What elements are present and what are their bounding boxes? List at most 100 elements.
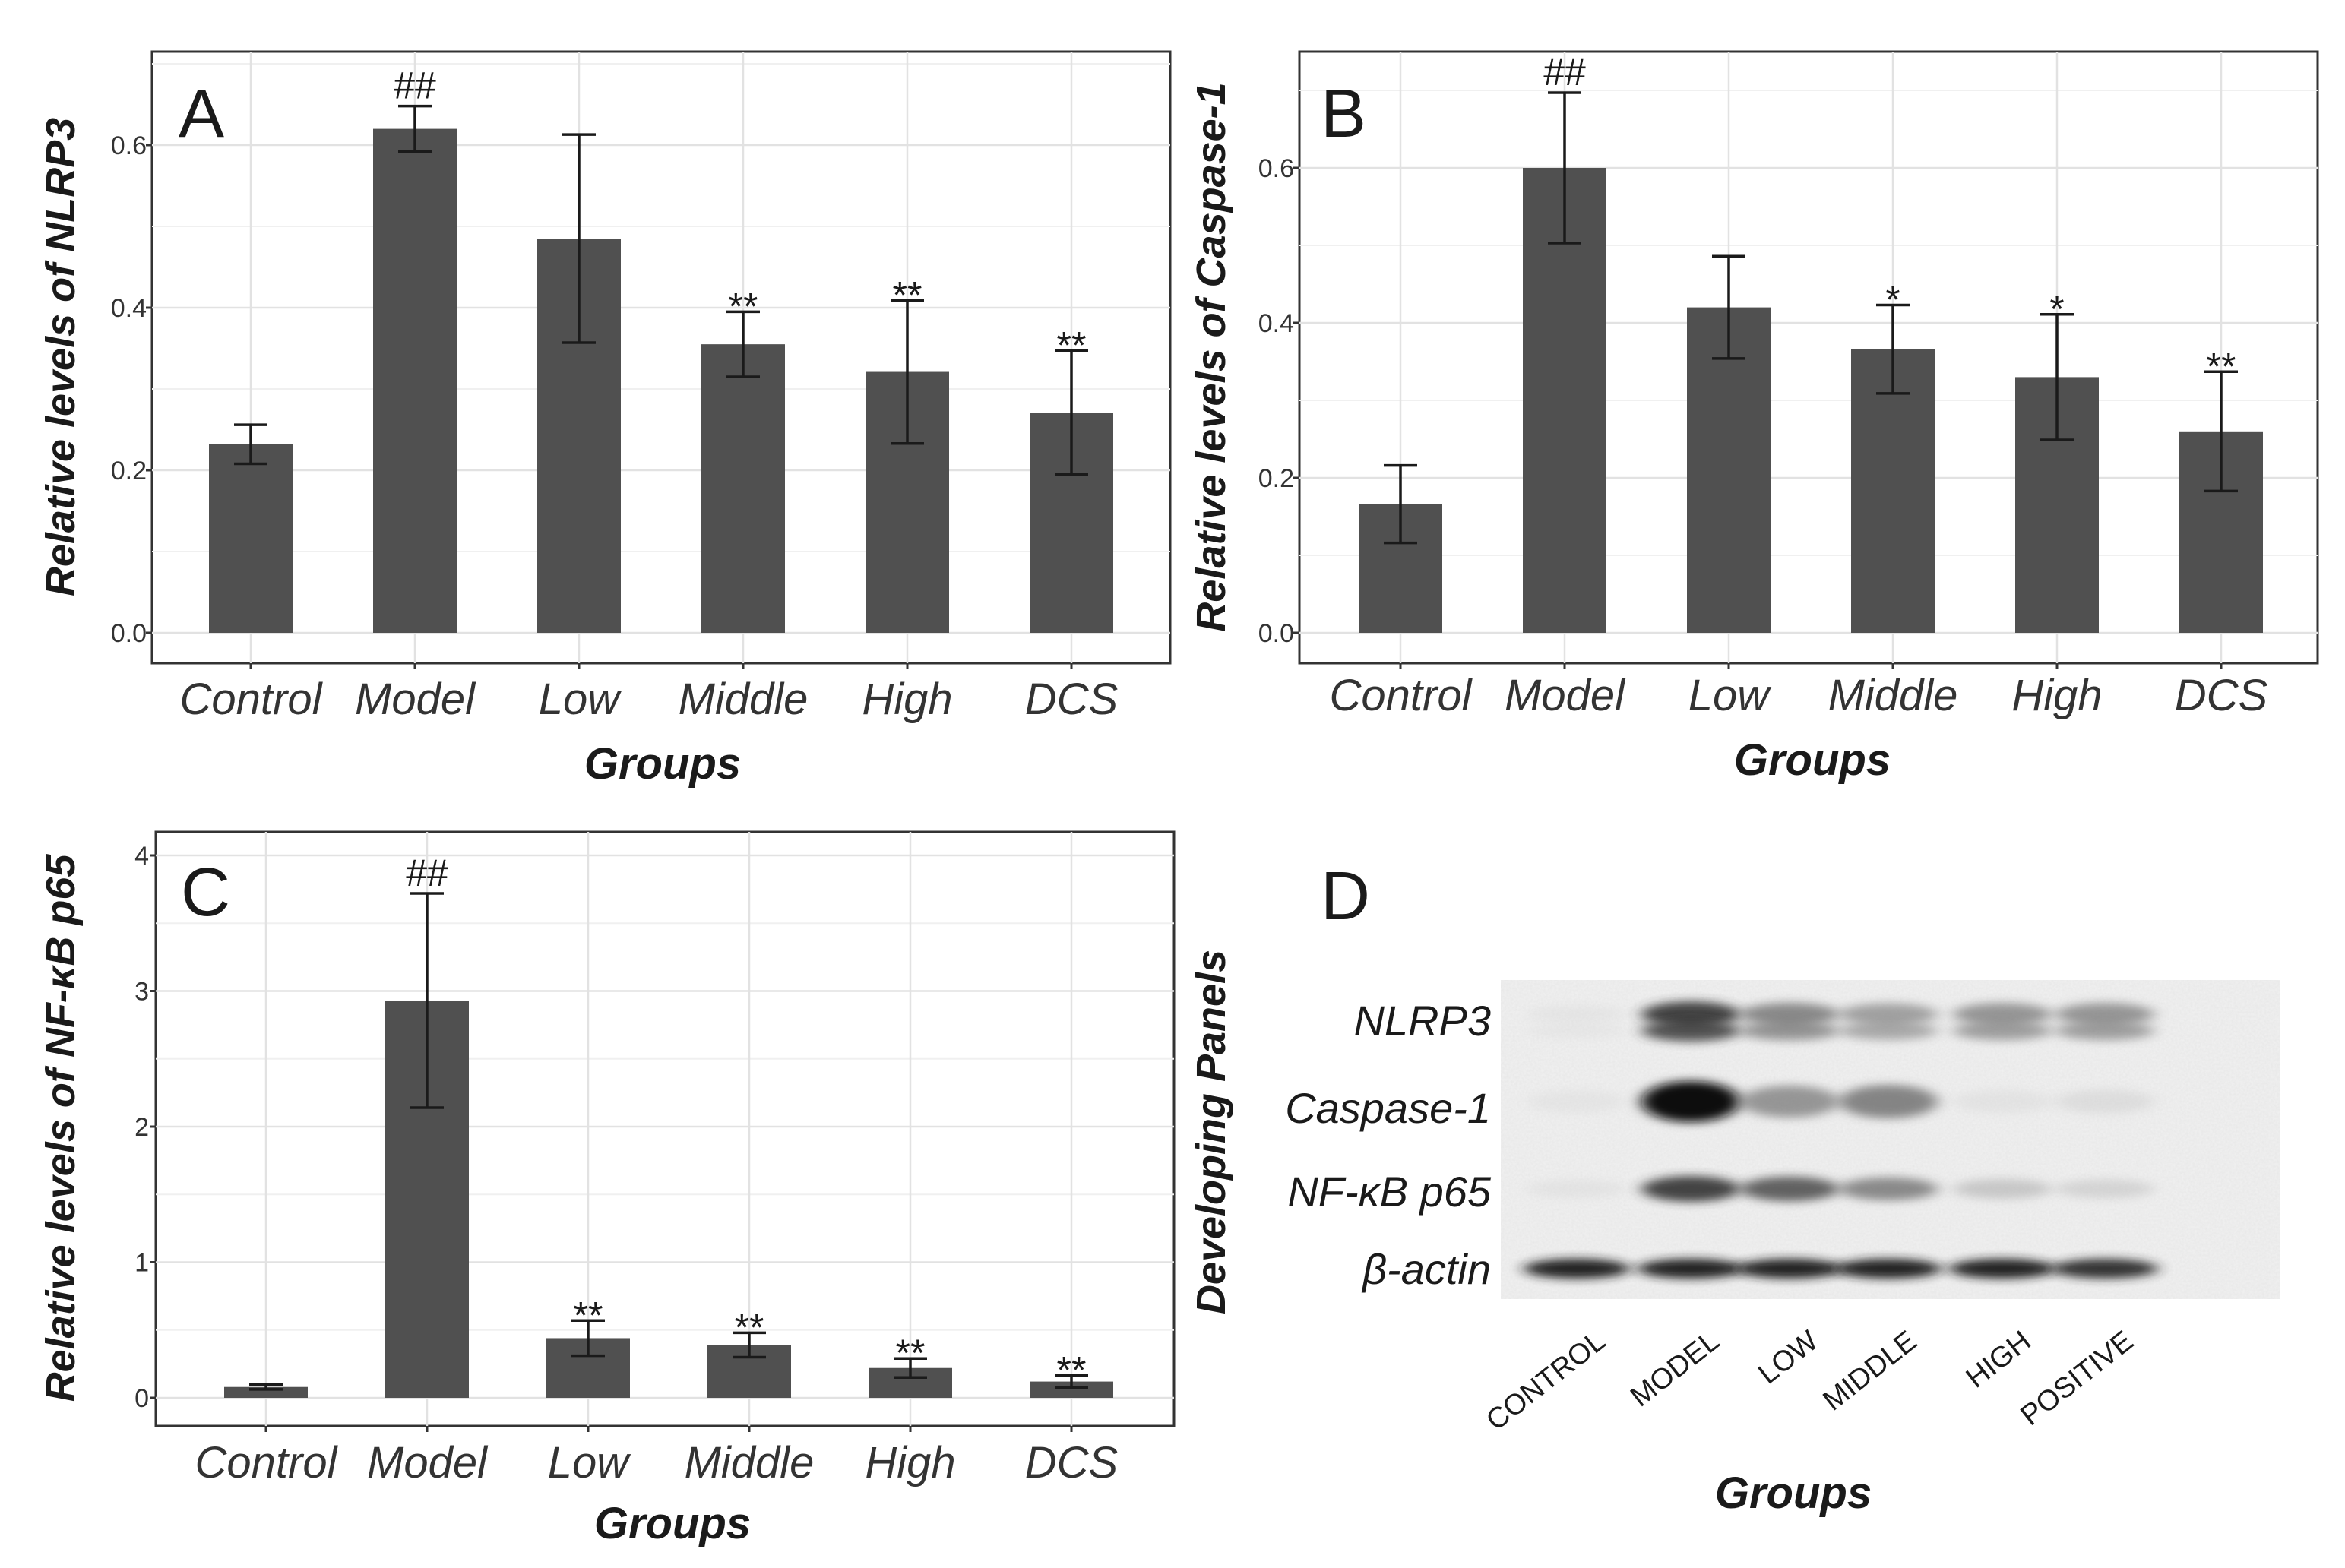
blot-row-label: Caspase-1 bbox=[1285, 1084, 1491, 1132]
significance-mark: ** bbox=[2207, 345, 2236, 387]
y-tick-label: 0.0 bbox=[111, 619, 147, 648]
y-tick-label: 0.4 bbox=[1258, 309, 1294, 338]
blot-band bbox=[1641, 1081, 1740, 1122]
panel-d-y-title: Developing Panels bbox=[1188, 950, 1234, 1314]
blot-band bbox=[1953, 1021, 2052, 1041]
y-tick-label: 3 bbox=[134, 978, 149, 1007]
panel-a-frame bbox=[150, 50, 1172, 665]
blot-row-label: NF-κB p65 bbox=[1287, 1168, 1491, 1216]
x-tick-label: Model bbox=[1505, 671, 1626, 720]
blot-lane-label: LOW bbox=[1752, 1325, 1824, 1390]
x-tick-label: DCS bbox=[1025, 675, 1119, 724]
significance-mark: ** bbox=[893, 273, 922, 316]
significance-mark: ## bbox=[394, 65, 436, 107]
y-tick-label: 2 bbox=[134, 1113, 149, 1142]
significance-mark: * bbox=[1885, 279, 1900, 321]
x-tick-label: Low bbox=[539, 675, 622, 724]
blot-band bbox=[1527, 1180, 1626, 1198]
bar-middle bbox=[701, 344, 785, 633]
blot-band bbox=[1641, 1020, 1740, 1042]
panel-c: 0 1 2 3 4 Control ## Model ** Low ** Middle ** High *… bbox=[38, 830, 1176, 1548]
x-tick-label: High bbox=[2011, 671, 2102, 720]
panel-d-x-title: Groups bbox=[1715, 1468, 1872, 1518]
blot-band bbox=[2052, 1259, 2158, 1279]
significance-mark: ## bbox=[1543, 51, 1586, 93]
panel-a-y-title: Relative levels of NLRP3 bbox=[38, 118, 84, 596]
y-tick-label: 1 bbox=[134, 1249, 149, 1278]
panel-c-frame bbox=[154, 830, 1176, 1427]
blot-lane-label: MIDDLE bbox=[1818, 1325, 1923, 1417]
blot-lane-label: MODEL bbox=[1625, 1325, 1725, 1413]
blot-band bbox=[1638, 1259, 1744, 1279]
x-tick-label: Middle bbox=[679, 675, 809, 724]
blot-band bbox=[1527, 1089, 1626, 1114]
x-tick-label: Model bbox=[355, 675, 476, 724]
blot-band bbox=[2055, 1179, 2154, 1199]
panel-c-label: C bbox=[181, 855, 230, 931]
y-tick-label: 0.2 bbox=[1258, 464, 1294, 493]
x-tick-label: DCS bbox=[1025, 1438, 1119, 1487]
blot-lane-label: HIGH bbox=[1960, 1325, 2037, 1395]
panel-b: 0.0 0.2 0.4 0.6 Control ## Model Low * Middle * Hi… bbox=[1188, 50, 2319, 785]
panel-d: D Developing Panels Groups NLRP3 Caspase-… bbox=[1188, 858, 2280, 1518]
significance-mark: ** bbox=[729, 285, 758, 327]
y-tick-label: 0 bbox=[134, 1384, 149, 1413]
blot-band bbox=[1839, 1003, 1938, 1026]
blot-lane-label: CONTROL bbox=[1480, 1325, 1611, 1437]
blot-band bbox=[1839, 1084, 1938, 1119]
panel-b-x-title: Groups bbox=[1734, 735, 1891, 785]
bar-model bbox=[1523, 168, 1606, 633]
y-tick-label: 0.6 bbox=[111, 131, 147, 160]
panel-a-label: A bbox=[179, 76, 224, 152]
x-tick-label: Control bbox=[1330, 671, 1473, 720]
blot-band bbox=[1835, 1259, 1942, 1279]
panel-a-x-title: Groups bbox=[584, 739, 741, 789]
panel-b-grid: 0.0 0.2 0.4 0.6 bbox=[1258, 52, 2318, 663]
x-tick-label: Model bbox=[367, 1438, 489, 1487]
bar-dcs bbox=[1030, 1381, 1113, 1398]
bar-control bbox=[209, 444, 293, 633]
blot-row-label: β-actin bbox=[1361, 1245, 1491, 1293]
blot-band bbox=[1949, 1259, 2055, 1279]
x-tick-label: Control bbox=[195, 1438, 339, 1487]
y-tick-label: 0.6 bbox=[1258, 154, 1294, 183]
blot-band bbox=[1740, 1021, 1839, 1041]
y-tick-label: 0.2 bbox=[111, 457, 147, 485]
panel-c-grid: 0 1 2 3 4 bbox=[134, 832, 1174, 1426]
blot-band bbox=[1641, 1001, 1740, 1027]
panel-c-bars: Control ## Model ** Low ** Middle ** High ** DCS bbox=[195, 852, 1119, 1487]
x-tick-label: Low bbox=[1688, 671, 1772, 720]
blot-band bbox=[1839, 1021, 1938, 1041]
bar-model bbox=[373, 128, 457, 634]
panel-b-frame bbox=[1298, 50, 2319, 665]
significance-mark: ** bbox=[1057, 1349, 1087, 1392]
x-tick-label: DCS bbox=[2175, 671, 2268, 720]
blot-band bbox=[1839, 1177, 1938, 1201]
blot-band bbox=[1740, 1002, 1839, 1026]
significance-mark: ** bbox=[896, 1332, 926, 1374]
y-tick-label: 0.4 bbox=[111, 294, 147, 323]
panel-c-x-title: Groups bbox=[594, 1499, 751, 1548]
panel-d-label: D bbox=[1321, 858, 1370, 934]
blot-band bbox=[1740, 1176, 1839, 1202]
panel-a-bars: Control ## Model Low ** Middle ** High ** DCS bbox=[180, 65, 1119, 724]
x-tick-label: High bbox=[862, 675, 952, 724]
panel-a: 0.0 0.2 0.4 0.6 Control ## Model Low ** Middle **… bbox=[38, 50, 1172, 789]
x-tick-label: Middle bbox=[1828, 671, 1958, 720]
significance-mark: ** bbox=[1057, 324, 1087, 367]
bar-control bbox=[224, 1386, 308, 1398]
blot-row-label: NLRP3 bbox=[1353, 997, 1491, 1045]
x-tick-label: Control bbox=[180, 675, 324, 724]
panel-b-label: B bbox=[1321, 76, 1366, 152]
significance-mark: ** bbox=[735, 1306, 764, 1348]
blot-band bbox=[1527, 1005, 1626, 1023]
y-tick-label: 4 bbox=[134, 842, 149, 871]
blot-band bbox=[2055, 1089, 2154, 1114]
blot-band bbox=[1953, 1089, 2052, 1114]
y-tick-label: 0.0 bbox=[1258, 619, 1294, 648]
x-tick-label: Middle bbox=[685, 1438, 815, 1487]
blot-band bbox=[1641, 1176, 1740, 1202]
panel-b-bars: Control ## Model Low * Middle * High ** DCS bbox=[1330, 51, 2268, 720]
bar-low bbox=[1687, 307, 1771, 633]
